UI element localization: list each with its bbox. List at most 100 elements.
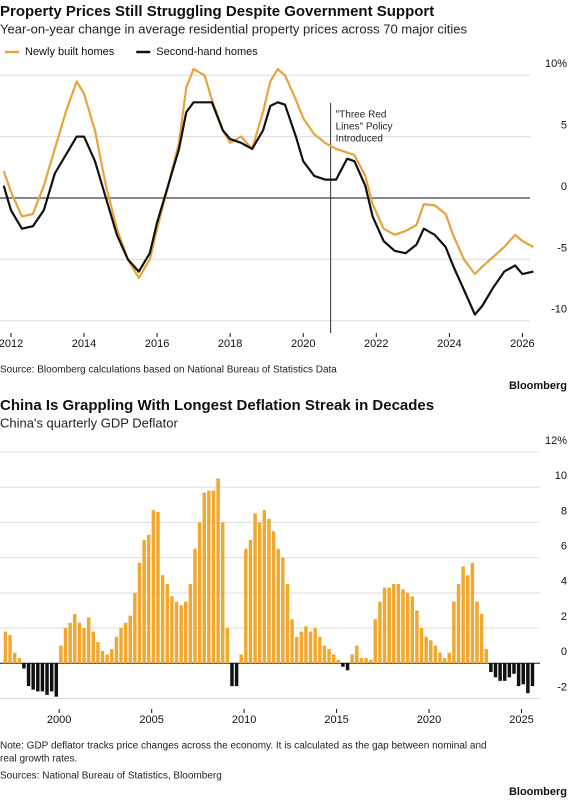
bar bbox=[59, 645, 63, 664]
x-tick-label: 2015 bbox=[324, 714, 348, 726]
bar bbox=[387, 587, 391, 664]
bar bbox=[308, 631, 313, 664]
bar bbox=[452, 601, 456, 664]
source: Sources: National Bureau of Statistics, … bbox=[0, 771, 222, 782]
bar bbox=[447, 652, 452, 664]
bar bbox=[36, 663, 40, 692]
x-tick-label: 2000 bbox=[47, 714, 71, 726]
bar bbox=[119, 628, 123, 664]
series-line bbox=[2, 68, 534, 279]
brand: Bloomberg bbox=[509, 380, 567, 392]
bar bbox=[49, 663, 54, 692]
source: Source: Bloomberg calculations based on … bbox=[0, 365, 337, 376]
y-tick-label: 10% bbox=[545, 58, 567, 70]
bar bbox=[355, 645, 359, 664]
bar bbox=[378, 601, 382, 664]
x-tick-label: 2016 bbox=[145, 338, 169, 350]
bar bbox=[197, 522, 202, 664]
bar bbox=[470, 562, 475, 664]
bar bbox=[530, 663, 535, 687]
bar bbox=[160, 575, 165, 664]
bar bbox=[475, 601, 479, 664]
bar bbox=[248, 540, 253, 664]
x-tick-label: 2020 bbox=[417, 714, 441, 726]
bar bbox=[341, 663, 345, 667]
y-tick-label: 8 bbox=[561, 505, 567, 517]
bar bbox=[110, 649, 114, 664]
bar bbox=[86, 617, 91, 664]
annotation-text: Introduced bbox=[336, 134, 383, 145]
bar bbox=[313, 628, 317, 664]
bar bbox=[257, 522, 262, 664]
bar bbox=[207, 490, 211, 664]
bar bbox=[8, 635, 12, 664]
x-tick-label: 2005 bbox=[139, 714, 163, 726]
bar bbox=[466, 575, 470, 664]
bar bbox=[179, 605, 183, 664]
bar bbox=[220, 522, 225, 664]
x-tick-label: 2025 bbox=[509, 714, 533, 726]
y-tick-label: 4 bbox=[561, 576, 567, 588]
x-tick-label: 2012 bbox=[0, 338, 23, 350]
bar bbox=[12, 652, 17, 664]
bar bbox=[521, 663, 525, 685]
bar bbox=[271, 531, 276, 664]
bar bbox=[493, 663, 498, 678]
brand: Bloomberg bbox=[509, 786, 567, 798]
bar bbox=[368, 659, 373, 664]
bar bbox=[147, 534, 151, 664]
bar bbox=[285, 584, 290, 664]
bar bbox=[479, 613, 484, 664]
bar bbox=[96, 642, 100, 664]
bar bbox=[484, 649, 488, 664]
bar bbox=[396, 584, 401, 664]
bar bbox=[364, 657, 368, 664]
bar bbox=[438, 652, 442, 664]
y-tick-label: 2 bbox=[561, 611, 567, 623]
bar bbox=[142, 540, 146, 664]
chart-subtitle: China's quarterly GDP Deflator bbox=[0, 415, 178, 430]
bar bbox=[331, 654, 336, 664]
bar bbox=[318, 636, 322, 664]
bar bbox=[17, 657, 22, 664]
bar bbox=[359, 657, 364, 664]
bar bbox=[415, 610, 419, 664]
bar bbox=[442, 657, 447, 664]
x-tick-label: 2024 bbox=[437, 338, 461, 350]
bar bbox=[276, 548, 280, 664]
bar bbox=[456, 584, 461, 664]
y-tick-label: -2 bbox=[557, 681, 567, 693]
x-tick-label: 2022 bbox=[364, 338, 388, 350]
bar bbox=[77, 622, 82, 664]
bar bbox=[419, 628, 424, 664]
bar bbox=[410, 596, 415, 664]
bar bbox=[336, 659, 341, 664]
y-tick-label: -10 bbox=[551, 304, 567, 316]
x-tick-label: 2014 bbox=[72, 338, 96, 350]
annotation-text: Lines" Policy bbox=[336, 122, 393, 133]
note: Note: GDP deflator tracks price changes … bbox=[0, 741, 487, 752]
bar bbox=[290, 619, 294, 664]
bar bbox=[202, 492, 206, 664]
bar bbox=[26, 663, 31, 687]
bar bbox=[267, 518, 271, 664]
bar bbox=[304, 626, 308, 664]
legend-label: Newly built homes bbox=[25, 46, 115, 58]
y-tick-label: 10 bbox=[555, 470, 567, 482]
series-line bbox=[2, 101, 534, 316]
bar bbox=[128, 615, 132, 664]
legend-label: Second-hand homes bbox=[156, 46, 258, 58]
bar bbox=[73, 613, 77, 664]
bar bbox=[100, 650, 105, 664]
bar bbox=[253, 513, 257, 664]
bar bbox=[170, 596, 174, 664]
y-tick-label: 0 bbox=[561, 181, 567, 193]
annotation-text: "Three Red bbox=[336, 110, 387, 121]
x-tick-label: 2010 bbox=[232, 714, 256, 726]
bar bbox=[507, 663, 512, 678]
bar bbox=[239, 654, 243, 664]
bar bbox=[54, 663, 59, 697]
bar bbox=[211, 490, 216, 664]
bar bbox=[3, 631, 8, 664]
